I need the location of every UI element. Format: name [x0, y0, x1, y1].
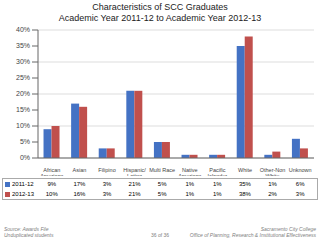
svg-text:5%: 5%	[20, 138, 30, 145]
html-text:1%: 1%	[185, 181, 195, 187]
svg-text:Unknown: Unknown	[289, 167, 312, 173]
html-text:1%: 1%	[185, 191, 195, 197]
html-text:36 of 36: 36 of 36	[151, 232, 169, 238]
html-text:5%: 5%	[157, 191, 167, 197]
html-text:Office of Planning, Research &: Office of Planning, Research & Instituti…	[189, 232, 316, 238]
svg-text:PacificIslander: PacificIslander	[208, 167, 228, 176]
svg-text:Multi Race: Multi Race	[149, 167, 175, 173]
html-text:16%: 16%	[73, 191, 86, 197]
svg-text:White: White	[238, 167, 252, 173]
svg-text:30%: 30%	[16, 58, 30, 65]
html-text:2%: 2%	[268, 191, 277, 197]
svg-text:25%: 25%	[16, 74, 30, 81]
html-text:3%: 3%	[102, 191, 112, 197]
html-text:1%: 1%	[213, 191, 222, 197]
html-text:1%: 1%	[268, 181, 277, 187]
html-text:Unduplicated students: Unduplicated students	[4, 232, 54, 238]
html-text:21%: 21%	[128, 191, 141, 197]
svg-text:10%: 10%	[16, 122, 30, 129]
svg-text:NativeAmerican: NativeAmerican	[178, 167, 201, 176]
svg-text:AfricanAmerican: AfricanAmerican	[40, 167, 63, 176]
svg-text:0%: 0%	[20, 154, 30, 161]
html-text:Sacramento City College: Sacramento City College	[260, 226, 316, 232]
html-text:10%: 10%	[45, 191, 58, 197]
svg-text:35%: 35%	[16, 42, 30, 49]
svg-text:Hispanic/Latino: Hispanic/Latino	[123, 167, 146, 176]
html-text:5%: 5%	[157, 181, 167, 187]
html-text:6%: 6%	[295, 181, 305, 187]
html-text:17%: 17%	[73, 181, 86, 187]
svg-text:40%: 40%	[16, 26, 30, 33]
html-text:38%: 38%	[238, 191, 251, 197]
html-text:3%: 3%	[102, 181, 112, 187]
html-text:3%: 3%	[295, 191, 305, 197]
html-text:35%: 35%	[238, 181, 251, 187]
html-text:21%: 21%	[128, 181, 141, 187]
svg-text:Filipino: Filipino	[98, 167, 115, 173]
svg-text:Other-NonWhite: Other-NonWhite	[260, 167, 286, 176]
html-text:Source: Awards File: Source: Awards File	[4, 226, 49, 232]
html-text:2012-13: 2012-13	[12, 191, 34, 197]
svg-text:20%: 20%	[16, 90, 30, 97]
svg-text:15%: 15%	[16, 106, 30, 113]
html-text:1%: 1%	[213, 181, 222, 187]
html-text:2011-12: 2011-12	[12, 181, 34, 187]
html-text:Characteristics of SCC Graduat: Characteristics of SCC Graduates	[92, 2, 228, 12]
svg-text:Asian: Asian	[73, 167, 87, 173]
html-text:Academic Year 2011-12 to Acade: Academic Year 2011-12 to Academic Year 2…	[58, 13, 262, 23]
html-text:9%: 9%	[47, 181, 57, 187]
